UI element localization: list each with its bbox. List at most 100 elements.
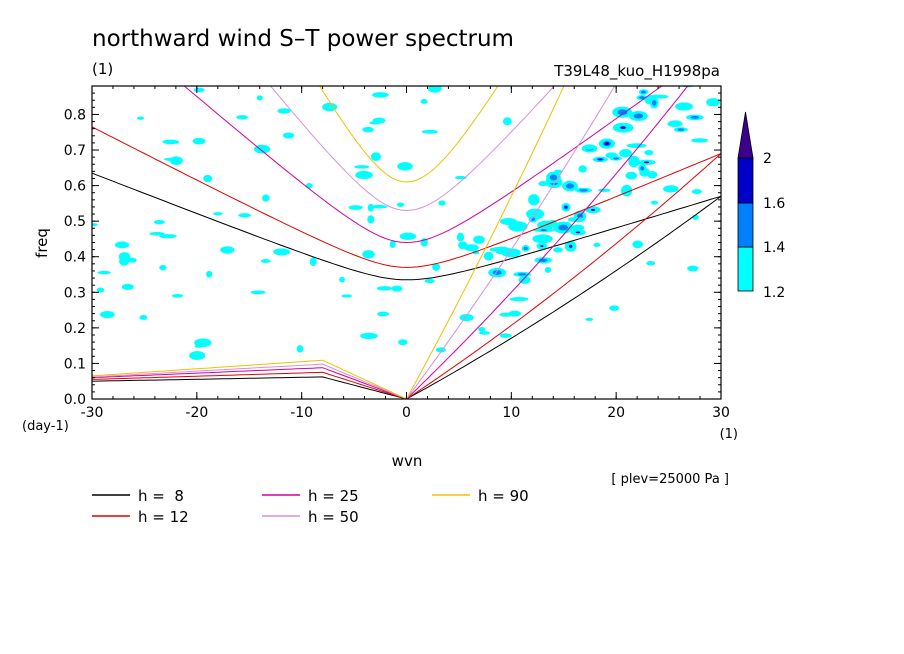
colorbar-arrow [737,111,754,159]
spectral-speckle [127,257,137,263]
ridge-speckle-peak [564,206,568,209]
legend: h = 8 h = 12 h = 25 h = 50 h = 90 [92,487,529,526]
ridge-speckle-core [677,128,685,131]
ridge-speckle-peak [590,208,596,211]
spectral-speckle [463,244,479,252]
y-axis-label: freq [33,228,51,258]
colorbar: 1.2 1.4 1.6 2 [737,111,785,301]
spectral-speckle [691,189,702,195]
spectral-speckle [220,246,235,254]
ridge-speckle [528,194,540,206]
spectral-speckle [238,213,252,218]
spectral-speckle [360,332,378,340]
dispersion-curves [92,86,721,399]
spectral-speckle [377,311,389,317]
central-spot-level-2 [0,219,4,230]
spectral-speckle [149,232,165,236]
x-tick-label: -30 [81,405,104,421]
spectral-speckle [687,265,699,272]
westward-blob-level-3 [0,328,20,385]
spectral-speckle [121,283,134,291]
spectral-speckle [646,260,656,266]
spectral-speckle [159,264,167,271]
spectral-speckle [282,132,295,139]
spectral-speckle [194,344,202,348]
y-tick-label: 0.3 [64,285,86,301]
x-axis-label: wvn [392,452,423,470]
axis-ticks: -30 -20 -10 0 10 20 30 0.0 0.1 0.2 0.3 0.4 0.5 0.6 0.7… [64,86,730,421]
spectral-speckle [420,98,428,104]
colorbar-label: 1.6 [763,196,785,212]
spectral-speckle [162,139,180,145]
westward-blob-level-1 [0,316,29,394]
spectral-speckle [339,276,346,283]
ridge-speckle-core [558,224,569,231]
y-tick-label: 0.1 [64,356,86,372]
spectral-speckle [171,294,184,298]
eastward-band-level-0 [0,292,36,399]
spectral-speckle [97,270,111,275]
spectral-speckle [212,212,223,216]
spectral-speckle [203,174,213,183]
y-tick-label: 0.8 [64,107,86,123]
spectral-speckle [206,270,213,278]
spectral-speckle [459,313,474,322]
spectral-speckle [499,312,514,317]
mrg-curve-h90 [92,359,407,399]
y-tick-label: 0.6 [64,179,86,195]
ridge-speckle [626,143,647,149]
legend-label: h = 25 [308,487,359,505]
ridge-speckle [703,25,717,30]
x-tick-label: 30 [712,405,730,421]
spectral-speckle [322,102,338,112]
spectral-speckle [397,162,413,171]
ridge-speckle [509,296,529,302]
legend-label: h = 90 [478,487,529,505]
spectral-speckle [691,138,709,143]
spectral-speckle [369,121,381,125]
eastward-band-level-1 [0,299,33,393]
spectral-speckle [236,115,248,120]
spectral-speckle [100,310,115,319]
ridge-speckle-peak [540,245,544,248]
ridge-speckle [706,98,721,107]
colorbar-box [737,246,754,292]
spectral-speckle [391,285,403,292]
spectral-speckle [593,242,601,248]
colorbar-label: 1.2 [763,285,785,301]
colorbar-box [737,157,754,204]
spectral-speckle [114,241,130,249]
spectral-speckle [544,266,552,273]
spectral-speckle [305,183,313,189]
spectral-speckle [598,188,611,192]
ridge-speckle-core [579,189,588,192]
ridge-speckle [567,216,585,223]
westward-blob-level-0 [0,310,33,399]
spectral-speckle [355,170,373,180]
ridge-speckle-core [612,157,619,160]
spectral-speckle [367,203,374,212]
legend-label: h = 8 [138,487,184,505]
spectral-speckle [118,256,130,266]
ig-curve-h50 [269,86,556,212]
eastward-ridge-upper-level-2 [0,117,36,177]
eastward-ridge-upper-level-0 [0,107,42,185]
spectral-speckle [609,305,620,311]
y-tick-label: 0.5 [64,214,86,230]
spectral-speckle [139,314,148,320]
spectral-speckle [538,180,548,187]
y-tick-label: 0.4 [64,250,86,266]
eastward-ridge-lower-level-2 [0,210,30,272]
spectral-speckle [502,117,512,126]
spectral-speckle [619,149,633,158]
ridge-speckle-peak [643,161,650,164]
eastward-ridge-lower-level-0 [0,200,37,282]
spectral-speckle [370,204,388,209]
spectral-speckle [367,215,375,224]
spectral-speckle [96,287,105,293]
kelvin-curve-h90 [406,86,565,399]
ridge-speckle-core [633,113,644,119]
spectral-speckle [169,156,183,166]
ridge-speckle-core [566,183,574,189]
spectral-speckle [421,129,438,134]
